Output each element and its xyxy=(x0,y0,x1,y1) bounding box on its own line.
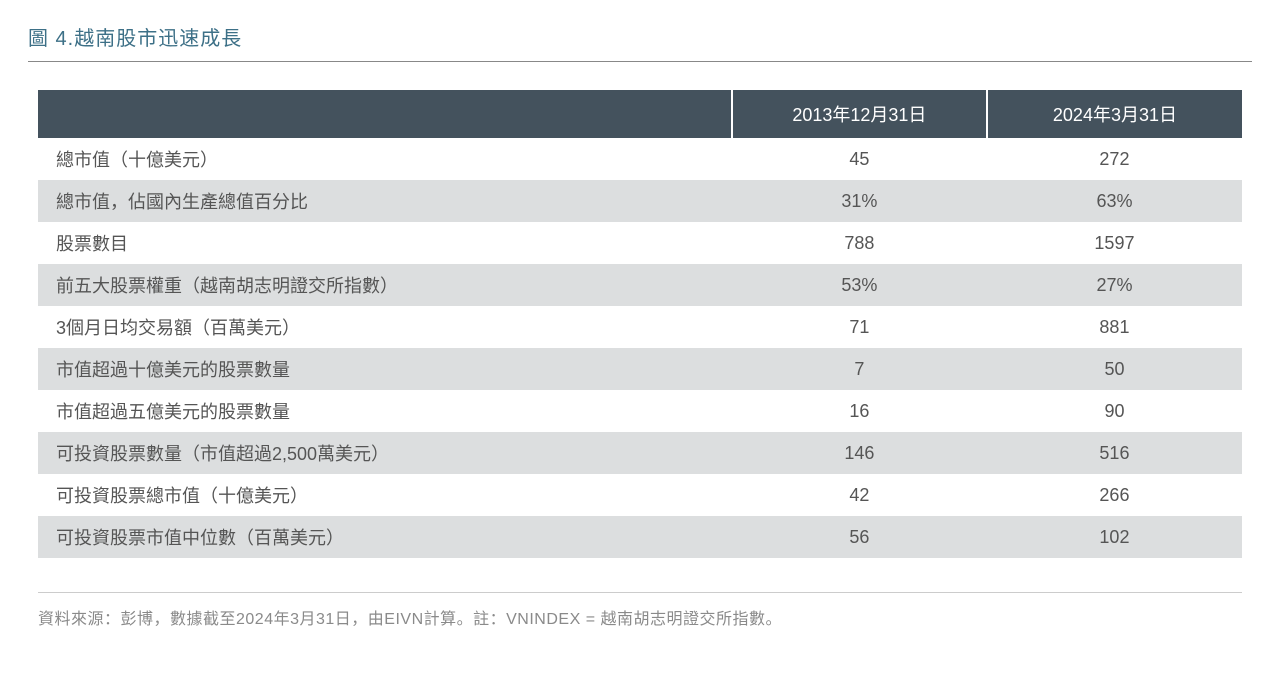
row-label: 總市值，佔國內生產總值百分比 xyxy=(38,180,732,222)
row-value-2013: 146 xyxy=(732,432,987,474)
row-value-2024: 63% xyxy=(987,180,1242,222)
table-row: 市值超過五億美元的股票數量 16 90 xyxy=(38,390,1242,432)
row-label: 可投資股票總市值（十億美元） xyxy=(38,474,732,516)
footnote-container: 資料來源：彭博，數據截至2024年3月31日，由EIVN計算。註：VNINDEX… xyxy=(38,592,1242,629)
table-row: 市值超過十億美元的股票數量 7 50 xyxy=(38,348,1242,390)
table-row: 股票數目 788 1597 xyxy=(38,222,1242,264)
table-row: 3個月日均交易額（百萬美元） 71 881 xyxy=(38,306,1242,348)
row-value-2013: 53% xyxy=(732,264,987,306)
row-value-2013: 42 xyxy=(732,474,987,516)
row-value-2024: 881 xyxy=(987,306,1242,348)
row-value-2013: 16 xyxy=(732,390,987,432)
row-value-2024: 27% xyxy=(987,264,1242,306)
row-label: 股票數目 xyxy=(38,222,732,264)
table-row: 可投資股票市值中位數（百萬美元） 56 102 xyxy=(38,516,1242,558)
row-value-2013: 71 xyxy=(732,306,987,348)
header-col-2024: 2024年3月31日 xyxy=(987,90,1242,138)
row-value-2013: 788 xyxy=(732,222,987,264)
row-label: 3個月日均交易額（百萬美元） xyxy=(38,306,732,348)
row-label: 總市值（十億美元） xyxy=(38,138,732,180)
row-value-2024: 1597 xyxy=(987,222,1242,264)
figure-title: 圖 4.越南股市迅速成長 xyxy=(28,22,1252,62)
row-value-2024: 272 xyxy=(987,138,1242,180)
row-label: 市值超過十億美元的股票數量 xyxy=(38,348,732,390)
table-row: 總市值（十億美元） 45 272 xyxy=(38,138,1242,180)
row-label: 前五大股票權重（越南胡志明證交所指數） xyxy=(38,264,732,306)
table-row: 可投資股票數量（市值超過2,500萬美元） 146 516 xyxy=(38,432,1242,474)
row-value-2024: 90 xyxy=(987,390,1242,432)
row-value-2013: 31% xyxy=(732,180,987,222)
footnote-text: 資料來源：彭博，數據截至2024年3月31日，由EIVN計算。註：VNINDEX… xyxy=(38,605,1242,629)
table-row: 前五大股票權重（越南胡志明證交所指數） 53% 27% xyxy=(38,264,1242,306)
row-label: 市值超過五億美元的股票數量 xyxy=(38,390,732,432)
header-col-2013: 2013年12月31日 xyxy=(732,90,987,138)
row-value-2024: 266 xyxy=(987,474,1242,516)
table-row: 總市值，佔國內生產總值百分比 31% 63% xyxy=(38,180,1242,222)
row-label: 可投資股票數量（市值超過2,500萬美元） xyxy=(38,432,732,474)
table-container: 2013年12月31日 2024年3月31日 總市值（十億美元） 45 272 … xyxy=(28,90,1252,629)
data-table: 2013年12月31日 2024年3月31日 總市值（十億美元） 45 272 … xyxy=(38,90,1242,558)
row-value-2024: 516 xyxy=(987,432,1242,474)
table-row: 可投資股票總市值（十億美元） 42 266 xyxy=(38,474,1242,516)
row-value-2013: 56 xyxy=(732,516,987,558)
row-value-2013: 7 xyxy=(732,348,987,390)
row-label: 可投資股票市值中位數（百萬美元） xyxy=(38,516,732,558)
row-value-2024: 102 xyxy=(987,516,1242,558)
row-value-2013: 45 xyxy=(732,138,987,180)
header-blank xyxy=(38,90,732,138)
row-value-2024: 50 xyxy=(987,348,1242,390)
table-header-row: 2013年12月31日 2024年3月31日 xyxy=(38,90,1242,138)
